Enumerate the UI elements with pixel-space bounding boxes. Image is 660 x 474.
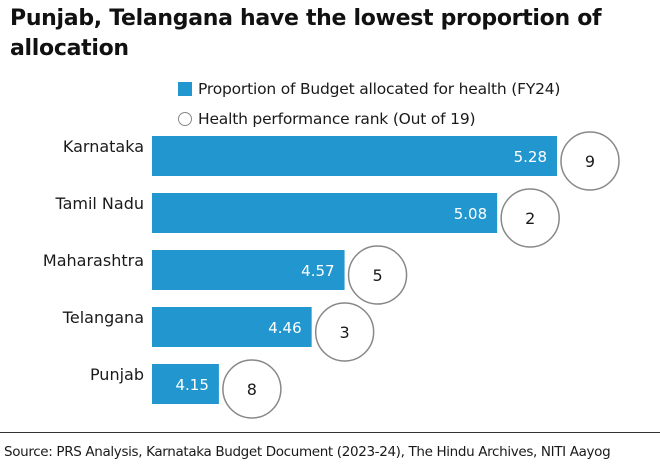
- value-label-telangana: 4.46: [268, 319, 301, 337]
- value-label-maharashtra: 4.57: [301, 262, 334, 280]
- legend-item-budget: Proportion of Budget allocated for healt…: [178, 74, 560, 104]
- legend-swatch-bar: [178, 82, 192, 96]
- category-label-maharashtra: Maharashtra: [43, 251, 144, 270]
- rank-label-maharashtra: 5: [372, 266, 382, 285]
- value-label-punjab: 4.15: [175, 376, 208, 394]
- divider: [0, 432, 660, 433]
- rank-label-telangana: 3: [340, 323, 350, 342]
- legend-label-rank: Health performance rank (Out of 19): [198, 110, 476, 128]
- bar-punjab: [152, 364, 219, 404]
- legend-label-budget: Proportion of Budget allocated for healt…: [198, 80, 561, 98]
- legend-circle-icon: [178, 112, 192, 126]
- source-note: Source: PRS Analysis, Karnataka Budget D…: [4, 444, 611, 460]
- rank-circle-tamil-nadu: [500, 188, 560, 248]
- category-label-karnataka: Karnataka: [63, 137, 144, 156]
- rank-circle-punjab: [222, 359, 282, 419]
- rank-label-punjab: 8: [247, 380, 257, 399]
- category-label-telangana: Telangana: [62, 308, 144, 327]
- rank-label-tamil-nadu: 2: [525, 209, 535, 228]
- rank-circle-maharashtra: [347, 245, 408, 305]
- chart-title: Punjab, Telangana have the lowest propor…: [10, 6, 602, 61]
- legend-item-rank: Health performance rank (Out of 19): [178, 104, 560, 134]
- bar-telangana: [152, 307, 312, 347]
- category-label-punjab: Punjab: [90, 365, 144, 384]
- bar-karnataka: [152, 136, 557, 176]
- bar-maharashtra: [152, 250, 345, 290]
- rank-circle-telangana: [314, 302, 375, 362]
- rank-circle-karnataka: [560, 131, 620, 191]
- bar-tamil-nadu: [152, 193, 498, 233]
- category-label-tamil-nadu: Tamil Nadu: [54, 194, 144, 213]
- rank-label-karnataka: 9: [585, 152, 595, 171]
- value-label-tamil-nadu: 5.08: [454, 205, 487, 223]
- legend: Proportion of Budget allocated for healt…: [178, 74, 560, 134]
- value-label-karnataka: 5.28: [514, 148, 547, 166]
